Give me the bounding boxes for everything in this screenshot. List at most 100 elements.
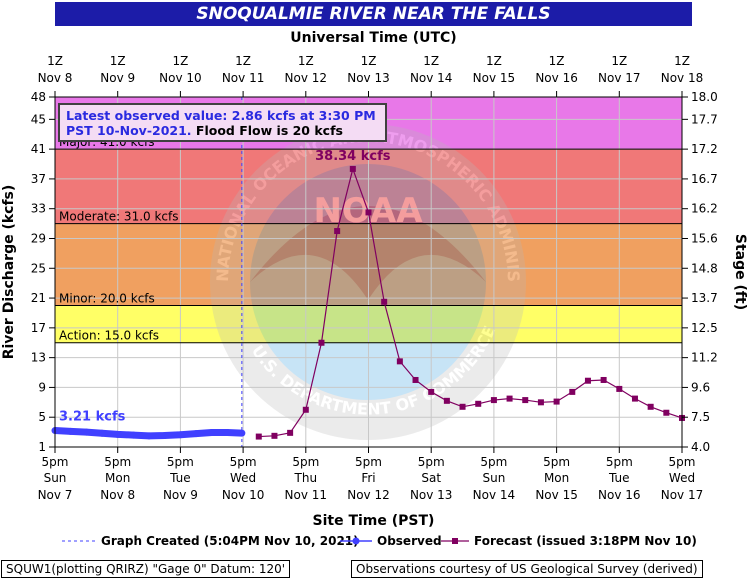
observed-point	[161, 431, 169, 439]
forecast-point	[459, 403, 466, 410]
site-tick-day: Thu	[294, 471, 318, 485]
observed-point	[238, 429, 246, 437]
observed-point	[114, 430, 122, 438]
stage-tick-label: 7.5	[691, 410, 710, 424]
y-tick-label: 1	[38, 440, 46, 454]
site-tick-date: Nov 11	[285, 488, 328, 502]
forecast-point	[396, 358, 403, 365]
site-tick-time: 5pm	[355, 455, 382, 469]
chart-title: SNOQUALMIE RIVER NEAR THE FALLS	[55, 2, 692, 26]
utc-tick-label: 1Z	[674, 54, 690, 68]
observed-point	[67, 427, 75, 435]
right-axis-label: Stage (ft)	[732, 234, 747, 310]
utc-tick-label: 1Z	[110, 54, 126, 68]
info-box-date: PST 10-Nov-2021.	[66, 123, 192, 138]
site-tick-day: Sun	[44, 471, 67, 485]
forecast-point	[334, 228, 341, 235]
stage-tick-label: 12.5	[691, 321, 718, 335]
site-tick-day: Wed	[669, 471, 695, 485]
observed-value-label: 3.21 kcfs	[59, 410, 126, 425]
utc-tick-label: 1Z	[235, 54, 251, 68]
forecast-point	[365, 209, 372, 216]
utc-axis-title: Universal Time (UTC)	[290, 30, 457, 46]
forecast-point	[663, 409, 670, 416]
y-tick-label: 9	[38, 380, 46, 394]
utc-tick-label: 1Z	[423, 54, 439, 68]
forecast-peak-label: 38.34 kcfs	[315, 149, 391, 164]
site-tick-date: Nov 10	[222, 488, 265, 502]
left-axis-label: River Discharge (kcfs)	[1, 185, 17, 360]
stage-tick-label: 16.7	[691, 172, 718, 186]
utc-tick-date: Nov 14	[410, 71, 453, 85]
forecast-point	[600, 376, 607, 383]
threshold-label-action: Action: 15.0 kcfs	[59, 329, 159, 343]
forecast-point	[255, 433, 262, 440]
forecast-point	[647, 403, 654, 410]
info-box-frame	[58, 103, 387, 142]
forecast-point	[537, 399, 544, 406]
site-axis-title: Site Time (PST)	[312, 513, 435, 529]
forecast-point	[522, 397, 529, 404]
observed-point	[176, 431, 184, 439]
utc-tick-date: Nov 9	[100, 71, 135, 85]
site-tick-time: 5pm	[167, 455, 194, 469]
site-tick-time: 5pm	[606, 455, 633, 469]
forecast-point	[287, 429, 294, 436]
site-tick-date: Nov 17	[661, 488, 704, 502]
utc-tick-date: Nov 18	[661, 71, 704, 85]
threshold-label-minor: Minor: 20.0 kcfs	[59, 292, 155, 306]
site-tick-date: Nov 9	[163, 488, 198, 502]
utc-tick-date: Nov 8	[38, 71, 73, 85]
utc-tick-label: 1Z	[298, 54, 314, 68]
threshold-label-moderate: Moderate: 31.0 kcfs	[59, 210, 178, 224]
forecast-point	[490, 397, 497, 404]
utc-tick-label: 1Z	[611, 54, 627, 68]
observed-point	[145, 432, 153, 440]
legend-observed-label: Observed	[377, 534, 442, 548]
observed-point	[129, 431, 137, 439]
y-tick-label: 17	[31, 321, 46, 335]
legend-forecast-label: Forecast (issued 3:18PM Nov 10)	[474, 534, 697, 548]
y-tick-label: 48	[31, 90, 46, 104]
site-tick-date: Nov 15	[535, 488, 578, 502]
forecast-point	[302, 406, 309, 413]
forecast-point	[616, 385, 623, 392]
site-tick-day: Mon	[544, 471, 569, 485]
site-tick-date: Nov 8	[100, 488, 135, 502]
utc-tick-date: Nov 15	[473, 71, 516, 85]
site-tick-time: 5pm	[480, 455, 507, 469]
stage-tick-label: 17.7	[691, 112, 718, 126]
y-tick-label: 29	[31, 231, 46, 245]
stage-tick-label: 13.7	[691, 291, 718, 305]
y-tick-label: 33	[31, 202, 46, 216]
site-tick-time: 5pm	[418, 455, 445, 469]
observed-point	[192, 430, 200, 438]
utc-tick-label: 1Z	[172, 54, 188, 68]
utc-tick-date: Nov 11	[222, 71, 265, 85]
site-tick-day: Sun	[482, 471, 505, 485]
legend-created-label: Graph Created (5:04PM Nov 10, 2021)	[101, 534, 359, 548]
forecast-point	[349, 165, 356, 172]
observed-point	[208, 428, 216, 436]
y-tick-label: 5	[38, 410, 46, 424]
site-tick-date: Nov 12	[347, 488, 390, 502]
site-tick-day: Tue	[169, 471, 191, 485]
info-box-flood-flow: Flood Flow is 20 kcfs	[196, 123, 343, 138]
utc-tick-date: Nov 10	[159, 71, 202, 85]
footer-datum: SQUW1(plotting QRIRZ) "Gage 0" Datum: 12…	[1, 560, 291, 578]
observed-series: 3.21 kcfs	[51, 410, 246, 440]
forecast-point	[381, 298, 388, 305]
site-tick-day: Tue	[608, 471, 630, 485]
utc-tick-label: 1Z	[486, 54, 502, 68]
info-box-line1: Latest observed value: 2.86 kcfs at 3:30…	[66, 108, 376, 123]
observed-point	[98, 429, 106, 437]
site-tick-day: Wed	[230, 471, 256, 485]
forecast-series: 38.34 kcfs	[255, 149, 685, 440]
stage-tick-label: 11.2	[691, 351, 718, 365]
forecast-point	[271, 432, 278, 439]
forecast-point	[412, 376, 419, 383]
site-tick-date: Nov 13	[410, 488, 453, 502]
